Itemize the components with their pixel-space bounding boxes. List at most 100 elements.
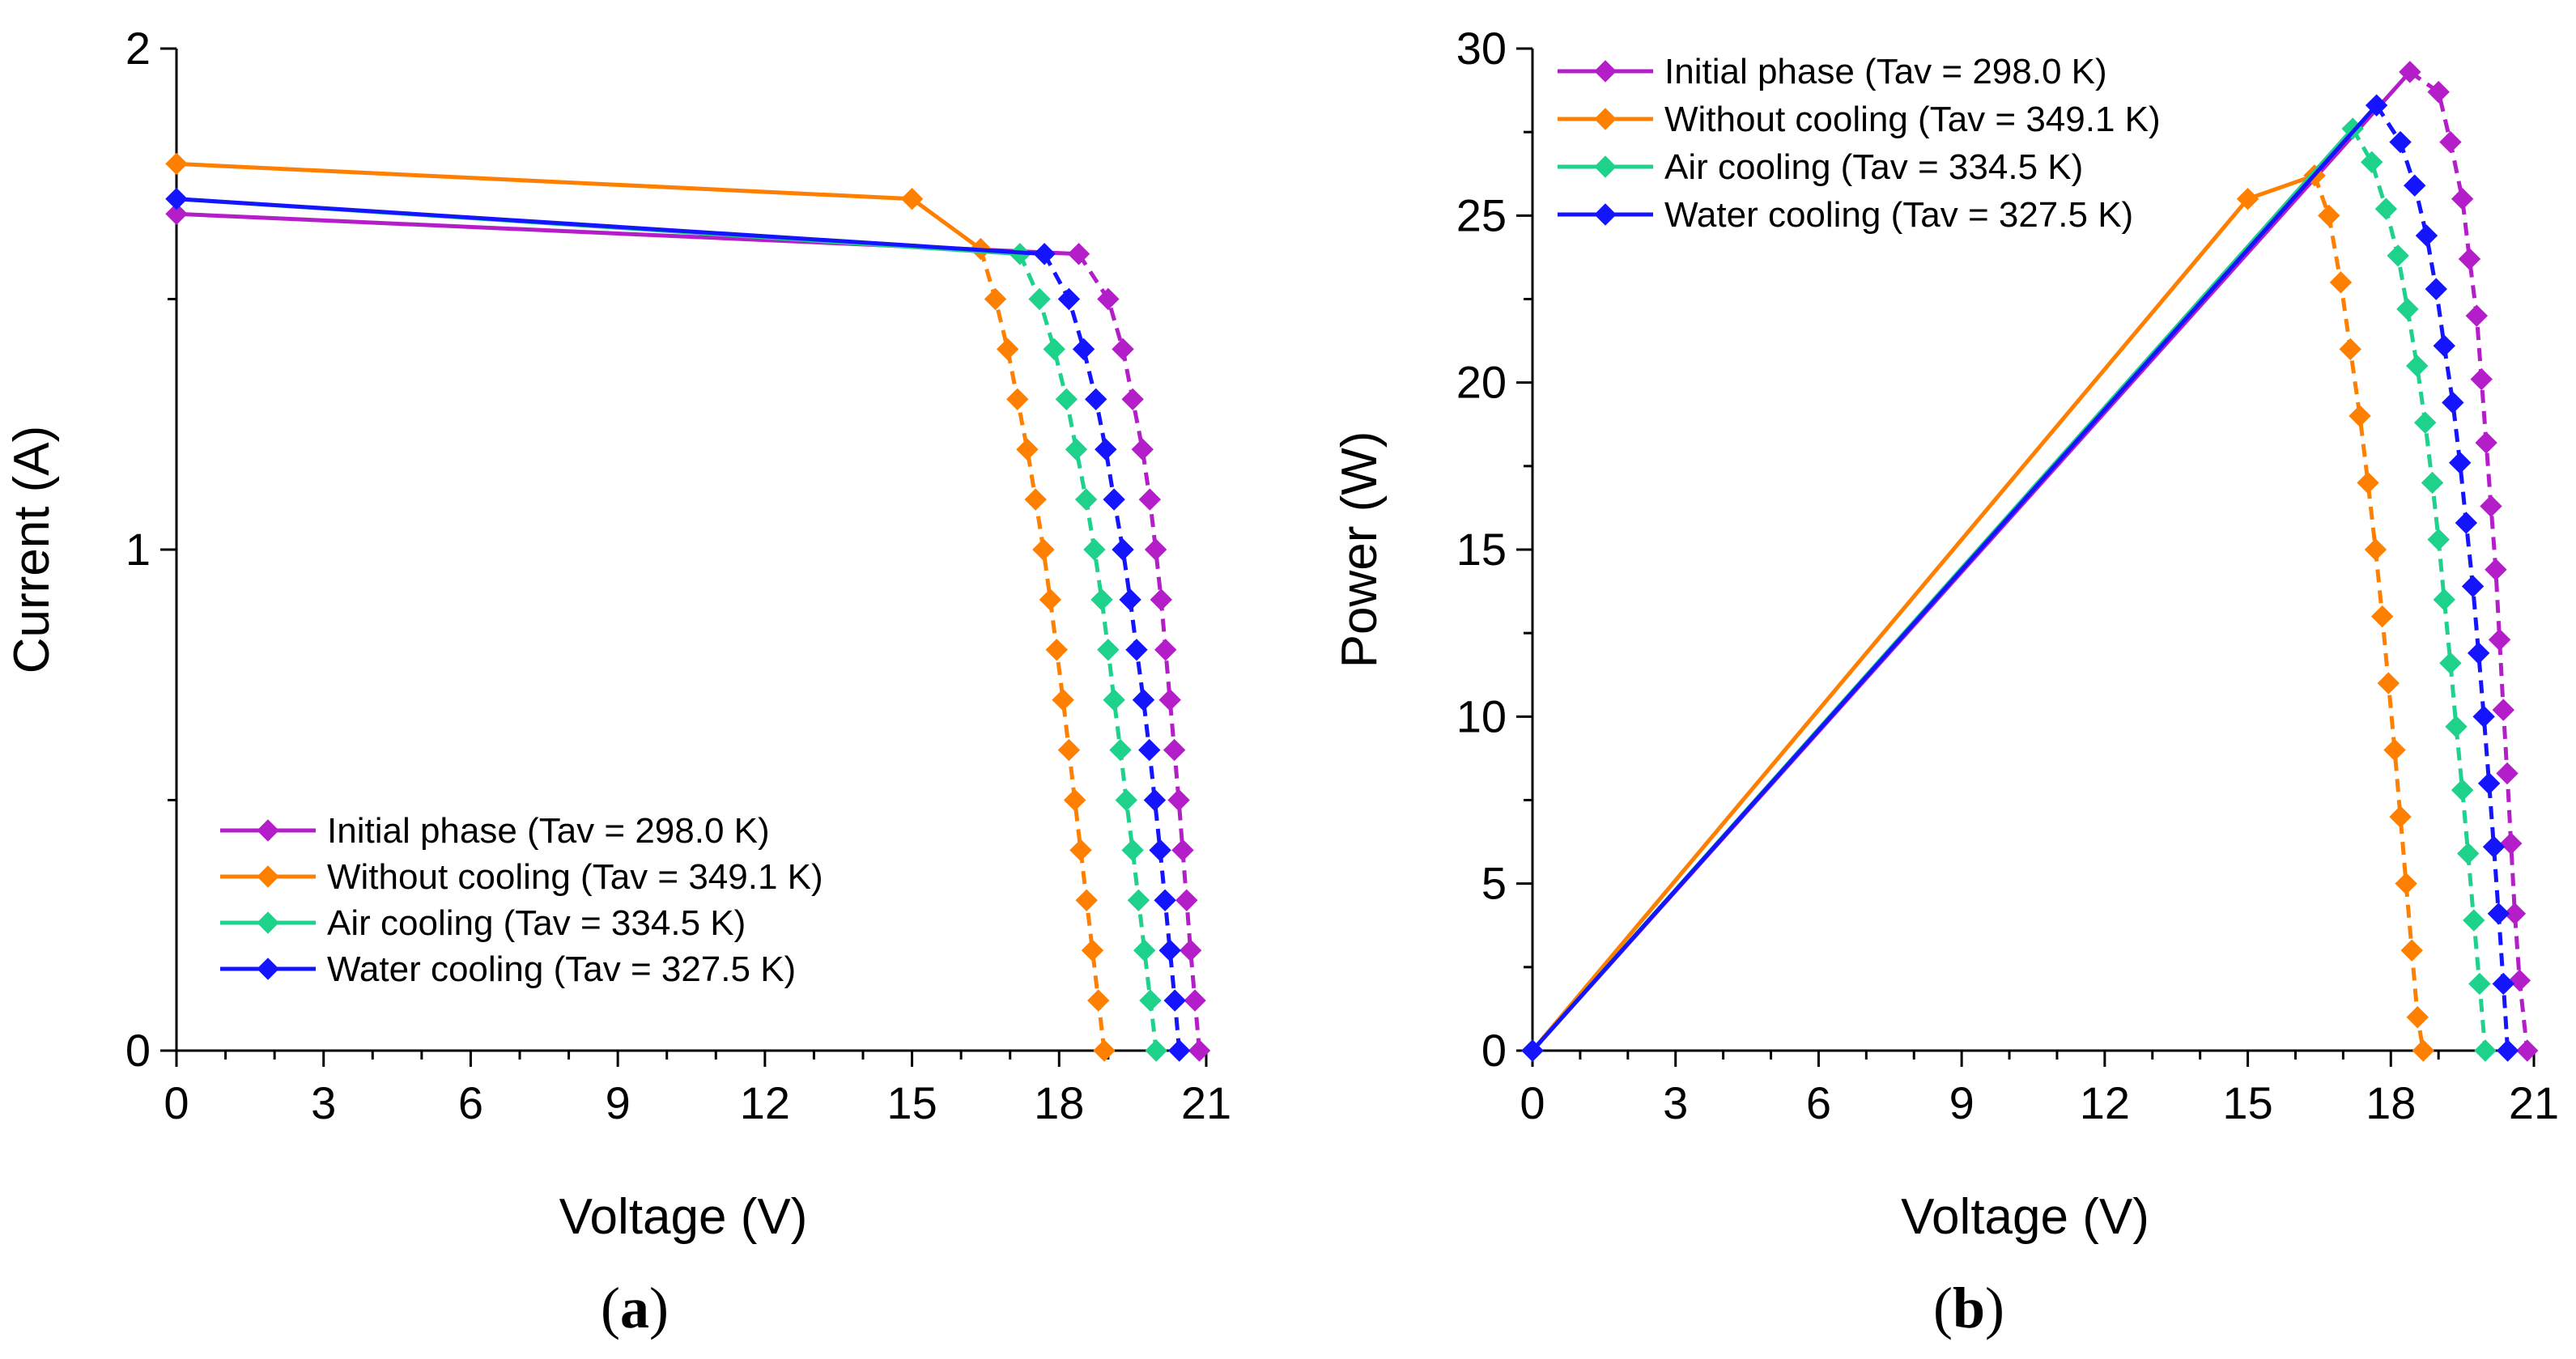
series-water (165, 187, 1191, 1062)
data-point (2451, 187, 2474, 210)
data-point (2427, 528, 2450, 551)
data-point (1083, 538, 1106, 561)
data-point (1121, 388, 1144, 411)
data-point (1163, 738, 1186, 762)
data-point (2482, 835, 2506, 858)
panel-label: (b) (1933, 1276, 2004, 1340)
data-point (2468, 972, 2491, 996)
data-point (2442, 391, 2464, 414)
data-point (2472, 705, 2495, 728)
data-point (1138, 738, 1161, 762)
data-point (2349, 405, 2371, 427)
data-point (2387, 244, 2409, 267)
series-water (1521, 94, 2519, 1062)
x-tick-label: 6 (458, 1077, 483, 1128)
data-point (1167, 788, 1190, 812)
data-point (2400, 939, 2423, 962)
data-point (1090, 588, 1113, 611)
data-point (2395, 872, 2417, 895)
data-point (1097, 287, 1120, 311)
data-point (2500, 832, 2523, 855)
data-point (1132, 688, 1155, 711)
series-initial (165, 202, 1211, 1062)
data-point (2433, 334, 2455, 357)
data-point (1067, 243, 1090, 265)
data-point (1133, 939, 1156, 962)
data-point (1179, 939, 1202, 962)
data-point (2389, 130, 2412, 154)
data-point (2463, 909, 2485, 932)
x-tick-label: 0 (164, 1077, 189, 1128)
series-air (1521, 117, 2497, 1062)
data-point (2474, 1039, 2497, 1062)
x-tick-label: 21 (1181, 1077, 1231, 1128)
legend-label: Water cooling (Tav = 327.5 K) (327, 949, 796, 989)
data-point (2470, 367, 2493, 391)
data-point (2405, 355, 2429, 377)
legend-label: Without cooling (Tav = 349.1 K) (1664, 100, 2161, 139)
data-point (2458, 248, 2481, 270)
legend-label: Air cooling (Tav = 334.5 K) (1664, 147, 2083, 187)
data-point (2404, 174, 2426, 197)
data-point (984, 287, 1007, 311)
data-point (1125, 639, 1148, 661)
data-point (1109, 738, 1132, 762)
data-point (2415, 224, 2438, 247)
legend-marker (1594, 155, 1617, 178)
data-point (1074, 488, 1098, 511)
data-point (1103, 688, 1125, 711)
x-tick-label: 3 (311, 1077, 336, 1128)
data-point (1144, 538, 1167, 561)
data-point (165, 187, 188, 210)
data-point (2396, 298, 2419, 321)
legend-marker (257, 911, 279, 934)
data-point (1167, 1039, 1191, 1062)
data-point (1063, 788, 1086, 812)
y-tick-label: 5 (1481, 858, 1507, 909)
data-point (1149, 839, 1171, 862)
data-point (2357, 471, 2379, 495)
data-point (1081, 939, 1104, 962)
data-point (2399, 61, 2421, 83)
series-line-dashed (978, 248, 1107, 1051)
data-point (1097, 639, 1120, 661)
data-point (2412, 1039, 2435, 1062)
legend-label: Water cooling (Tav = 327.5 K) (1664, 195, 2133, 235)
panel-label: (a) (601, 1276, 669, 1340)
x-tick-label: 6 (1806, 1077, 1831, 1128)
data-point (2467, 642, 2490, 665)
data-point (2365, 94, 2388, 117)
data-point (2329, 271, 2353, 294)
data-point (1024, 488, 1047, 511)
data-point (2475, 431, 2497, 454)
chart-panel-b: 0 3 6 9 12 15 18 21 0 5 10 15 20 25 30 Voltage (V) Power… (1332, 23, 2559, 1340)
y-tick-label: 30 (1456, 23, 1507, 74)
data-point (2370, 605, 2394, 628)
legend-label: Air cooling (Tav = 334.5 K) (327, 903, 746, 943)
data-point (1075, 889, 1098, 912)
y-tick-label: 15 (1456, 524, 1507, 575)
data-point (1112, 338, 1134, 361)
x-tick-label: 9 (1949, 1077, 1975, 1128)
data-point (2448, 451, 2472, 474)
series-without (165, 152, 1116, 1062)
data-point (1171, 839, 1194, 862)
x-tick-label: 9 (606, 1077, 631, 1128)
data-point (1085, 388, 1107, 411)
data-point (2361, 151, 2383, 174)
y-tick-label: 0 (125, 1025, 151, 1076)
legend-label: Initial phase (Tav = 298.0 K) (1664, 52, 2107, 91)
data-point (2485, 558, 2507, 581)
data-point (1057, 738, 1081, 762)
data-point (1095, 438, 1117, 461)
x-tick-label: 12 (740, 1077, 790, 1128)
y-tick-label: 1 (125, 524, 151, 575)
data-point (1033, 243, 1056, 265)
y-tick-label: 25 (1456, 189, 1507, 240)
data-point (2445, 716, 2468, 738)
data-point (1154, 889, 1176, 912)
data-point (2516, 1039, 2539, 1062)
x-tick-label: 15 (2222, 1077, 2272, 1128)
data-point (1121, 839, 1144, 862)
